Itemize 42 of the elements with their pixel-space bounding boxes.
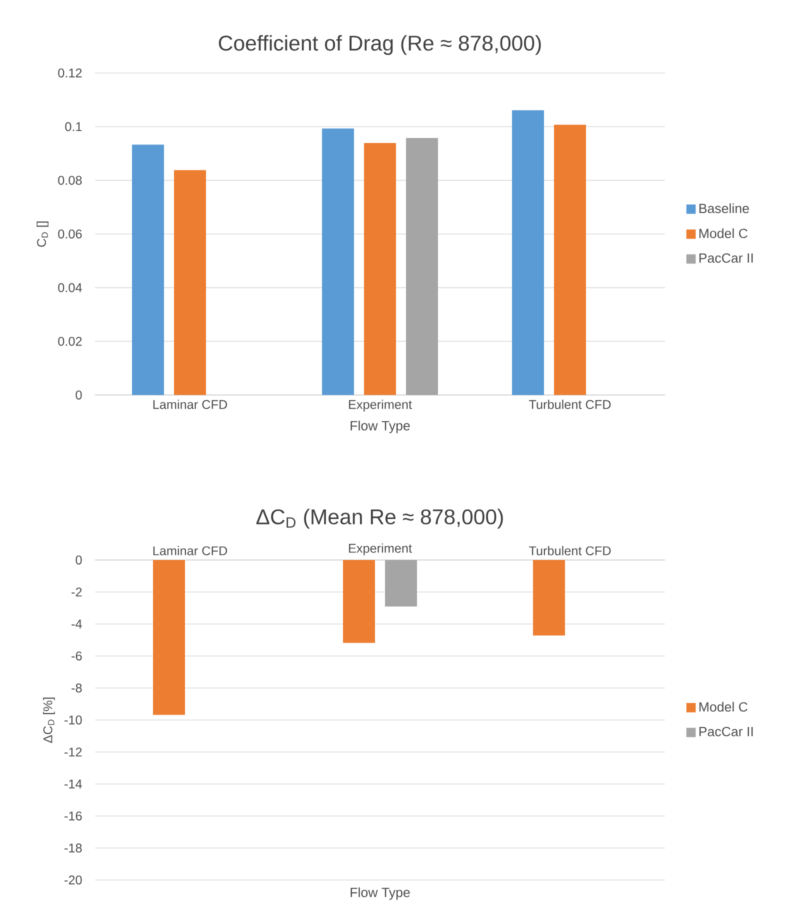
legend-label: PacCar II [699,726,753,736]
bar [406,138,438,395]
y-tick-label: 0.08 [58,176,82,185]
legend-label: Baseline [699,203,749,214]
bar [364,143,396,395]
x-tick-label: Experiment [349,543,412,556]
x-axis-title: Flow Type [350,420,410,434]
chart-title: ΔC$_{D}$ (Mean Re ≈ 878,000) [256,508,503,529]
chart-title: Coefficient of Drag (Re ≈ 878,000) [218,35,541,55]
y-tick-label: 0.04 [58,283,82,292]
x-tick-label: Turbulent CFD [528,546,611,556]
y-tick-label: -4 [72,620,82,628]
bar [132,144,164,395]
y-tick-label: 0.02 [58,336,82,346]
x-tick-label: Laminar CFD [153,400,228,410]
legend-label: Model C [699,702,748,712]
y-tick-label: 0 [76,390,82,400]
x-tick-label: Laminar CFD [153,546,228,556]
y-tick-label: 0.1 [65,122,82,132]
legend-label: PacCar II [699,253,753,263]
y-tick-label: -18 [64,844,82,852]
bar [554,124,586,395]
y-tick-label: -16 [64,812,82,820]
x-axis-title: Flow Type [350,887,410,900]
y-tick-label: -2 [72,588,82,596]
y-tick-label: -14 [64,780,82,788]
y-tick-label: -8 [72,684,82,692]
x-tick-label: Experiment [349,400,412,412]
y-axis-title: ΔC$_{D}$ [%] [43,698,55,743]
y-axis-title: C$_{D}$ [] [36,222,48,247]
y-tick-label: 0.06 [58,230,82,238]
y-tick-label: 0 [76,556,82,564]
bar [322,128,354,395]
y-tick-label: -6 [72,652,82,660]
bar [174,170,206,395]
y-tick-label: -10 [64,716,82,724]
x-tick-label: Turbulent CFD [528,400,611,410]
y-tick-label: -12 [64,748,82,756]
legend-label: Model C [699,228,748,238]
bar [512,110,544,395]
y-tick-label: -20 [64,876,82,884]
y-tick-label: 0.12 [58,68,82,78]
